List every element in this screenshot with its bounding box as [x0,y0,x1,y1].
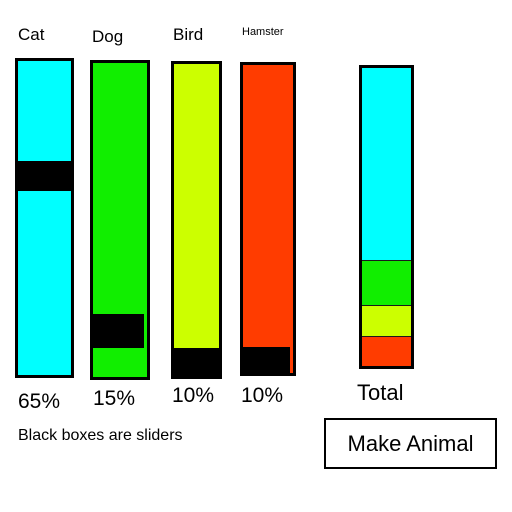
total-segment-hamster [362,335,411,366]
dog-slider-handle[interactable] [93,314,144,348]
bird-percent: 10% [172,384,215,407]
cat-label: Cat [18,25,45,44]
total-segment-dog [362,259,411,305]
cat-slider-track[interactable] [15,58,74,378]
total-segment-cat [362,68,411,260]
hamster-slider-track[interactable] [240,62,296,376]
dog-label: Dog [92,27,124,46]
bird-slider-handle[interactable] [174,348,219,376]
cat-slider-handle[interactable] [18,161,71,191]
cat-bar-fill [18,61,71,375]
cat-percent: 65% [18,390,61,413]
total-segment-bird [362,305,411,336]
make-animal-button[interactable]: Make Animal [324,418,497,469]
dog-slider-track[interactable] [90,60,150,380]
hamster-percent: 10% [241,384,284,407]
hamster-bar-fill [243,65,293,373]
total-bar [359,65,414,369]
dog-percent: 15% [93,387,136,410]
bird-slider-track[interactable] [171,61,222,379]
bird-label: Bird [173,25,204,44]
hamster-label: Hamster [242,26,284,38]
total-label: Total [357,380,404,405]
bird-bar-fill [174,64,219,376]
slider-hint: Black boxes are sliders [18,427,183,444]
hamster-slider-handle[interactable] [243,347,290,373]
